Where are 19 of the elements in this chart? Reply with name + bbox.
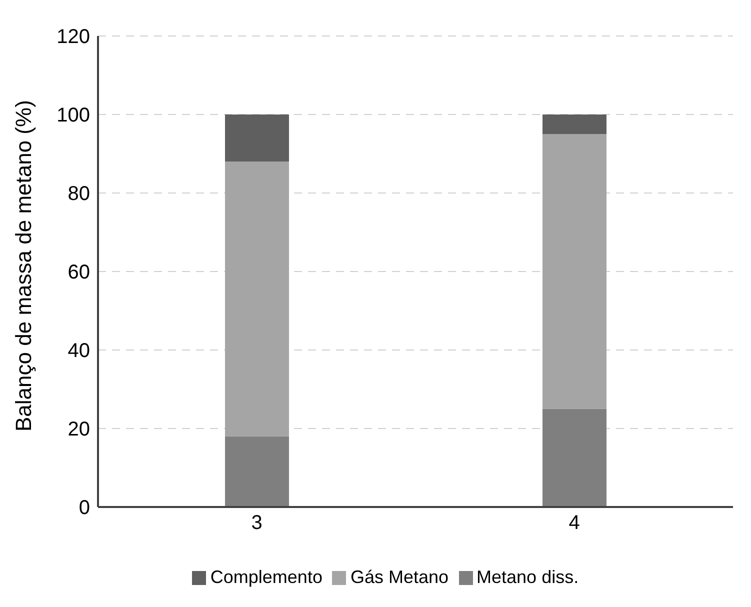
x-tick-label: 3 <box>251 512 262 534</box>
y-axis-title: Balanço de massa de metano (%) <box>10 100 36 432</box>
y-tick-label: 40 <box>68 340 90 362</box>
bar <box>225 114 289 162</box>
y-tick-label: 20 <box>68 418 90 441</box>
bar <box>542 408 606 507</box>
y-tick-label: 100 <box>56 104 90 127</box>
legend-label: Gás Metano <box>350 567 449 587</box>
x-tick-label: 4 <box>568 512 580 534</box>
y-tick-label: 60 <box>68 262 90 284</box>
y-tick-label: 80 <box>68 183 90 206</box>
bar <box>225 162 289 436</box>
bar <box>542 134 606 409</box>
bar <box>225 436 289 507</box>
y-tick-label: 120 <box>56 26 90 48</box>
legend-label: Complemento <box>210 567 322 587</box>
y-tick-label: 0 <box>78 497 90 520</box>
legend-label: Metano diss. <box>476 567 579 587</box>
bar <box>542 114 606 134</box>
